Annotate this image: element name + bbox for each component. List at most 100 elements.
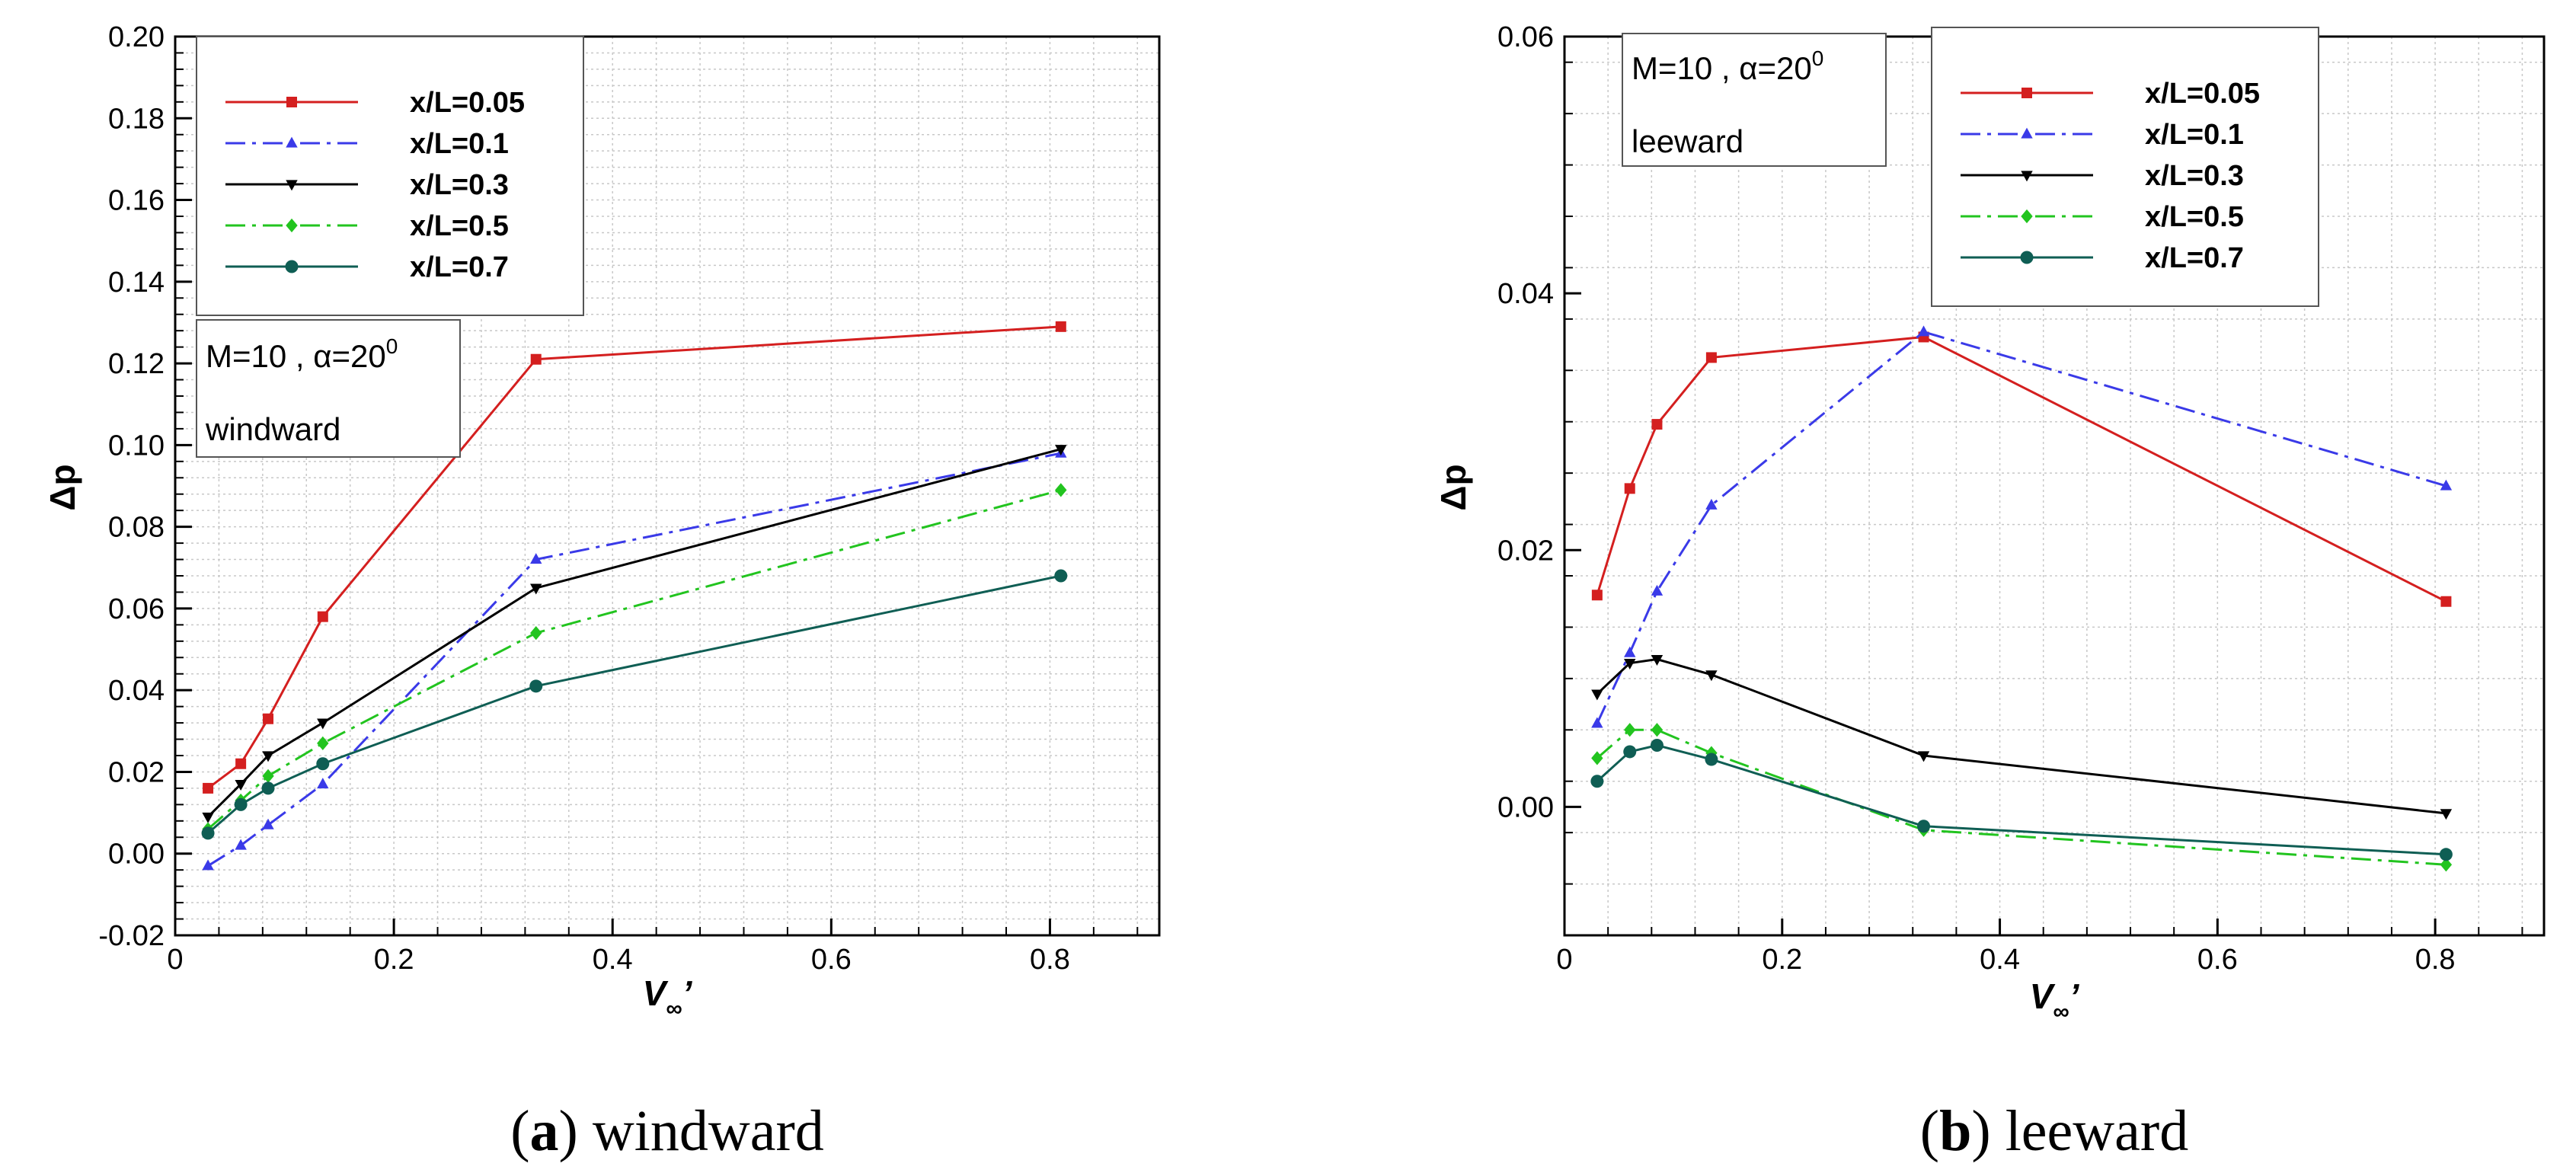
series-line [207,448,1062,818]
legend-marker [285,260,299,273]
x-tick-label: 0.4 [1980,944,2020,976]
grid [174,36,1159,936]
y-tick-label: 0.06 [108,593,165,625]
data-point [1650,739,1664,753]
data-point [317,611,328,622]
data-point [2440,809,2453,820]
annotation-condition: M=10 , α=200 [206,334,398,374]
data-point [1705,753,1718,766]
x-tick-label: 0.4 [593,944,633,976]
annotation-condition: M=10 , α=200 [1632,46,1823,86]
legend-label: x/L=0.7 [2145,242,2244,274]
annotation-side: windward [205,411,340,447]
legend-label: x/L=0.7 [410,251,509,283]
legend-box [1931,27,2319,307]
x-tick-label: 0.6 [2197,944,2238,976]
y-tick-label: 0.20 [108,21,165,53]
legend: x/L=0.05 x/L=0.1 x/L=0.3 x/L=0.5 x/L=0.7 [1961,78,2260,274]
data-point [262,769,274,783]
data-point [1591,751,1603,765]
y-tick-label: 0.10 [108,430,165,462]
series-line [207,488,1062,830]
data-point [1624,646,1636,657]
y-tick-label: 0.18 [108,103,165,135]
y-tick-label: 0.00 [1497,791,1554,823]
data-point [530,353,542,365]
data-point [1055,445,1067,456]
legend-marker [2021,88,2032,98]
series-line [1596,331,2447,724]
y-tick-label: -0.02 [98,920,165,952]
data-point [1055,483,1067,497]
data-point [2440,858,2453,872]
legend-box [196,36,584,316]
data-point [235,839,247,850]
y-tick-label: 0.00 [108,839,165,871]
data-point [529,679,543,693]
legend: x/L=0.05 x/L=0.1 x/L=0.3 x/L=0.5 x/L=0.7 [225,87,525,283]
y-tick-label: 0.02 [1497,535,1554,567]
series-line [1596,658,2447,815]
data-point [316,757,330,771]
data-series [201,321,1068,871]
data-point [1705,352,1717,363]
legend-marker [2021,171,2033,182]
data-point [2440,479,2453,491]
data-point [2440,596,2452,607]
series-line [207,574,1062,835]
legend-marker [286,218,298,233]
legend-label: x/L=0.5 [410,210,509,242]
data-point [1917,325,1930,337]
y-tick-label: 0.12 [108,348,165,380]
x-tick-label: 0 [1556,944,1572,976]
legend-marker [2021,209,2033,224]
data-point [1624,483,1635,494]
data-point [530,583,542,595]
data-point [235,758,247,769]
data-point [234,797,248,811]
series-line [1596,728,2447,866]
series-line [207,452,1062,868]
data-point [1054,569,1068,583]
y-tick-label: 0.04 [108,675,165,707]
data-point [1651,654,1664,666]
annotation-box [196,319,461,458]
y-tick-label: 0.14 [108,267,165,299]
grid [1564,37,2544,936]
data-point [1917,820,1931,833]
legend-label: x/L=0.1 [2145,119,2244,151]
x-axis-label: V∞’ [643,973,693,1021]
data-point [1624,723,1636,737]
x-tick-label: 0.8 [2415,944,2456,976]
data-point [530,553,542,564]
data-point [1055,321,1066,332]
legend-label: x/L=0.5 [2145,201,2244,233]
series-line [1596,335,2447,603]
series-line [207,325,1061,790]
data-point [1917,751,1930,762]
data-point [1624,659,1636,670]
data-point [201,826,215,840]
axis-ticks: 0 0.2 0.4 0.6 0.8 -0.02 0.00 0.02 0.04 0.06 0.08 0.… [98,21,1139,976]
x-tick-label: 0.6 [811,944,852,976]
data-point [262,818,274,829]
x-tick-label: 0.2 [374,944,414,976]
data-point [1623,745,1637,759]
data-point [1651,584,1664,596]
legend-marker [286,136,298,148]
legend-label: x/L=0.05 [410,87,525,119]
data-point [202,859,214,871]
legend-label: x/L=0.3 [2145,160,2244,192]
data-point [1705,670,1718,682]
y-tick-label: 0.06 [1497,21,1554,53]
plot-frame [174,35,1161,937]
data-point [2439,848,2453,861]
data-point [261,781,275,795]
y-tick-label: 0.02 [108,756,165,788]
x-tick-label: 0.2 [1762,944,1802,976]
legend-marker [286,97,297,107]
data-point [203,782,214,794]
data-point [1651,723,1664,737]
legend-label: x/L=0.3 [410,169,509,201]
